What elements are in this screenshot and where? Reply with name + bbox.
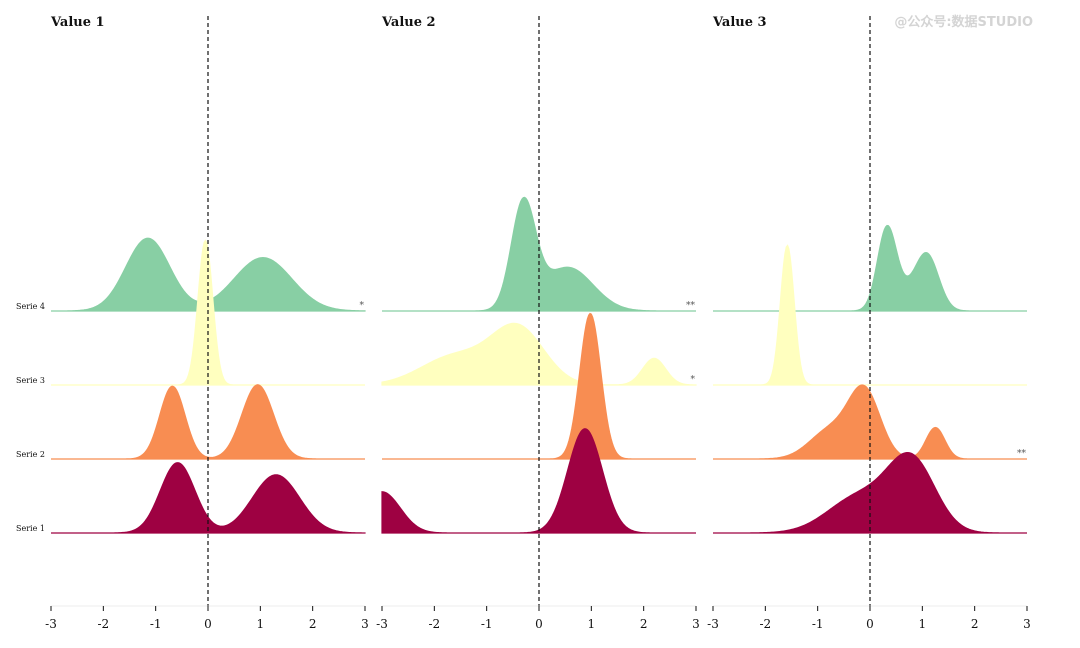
x-tick-label: 1 bbox=[257, 617, 265, 631]
panel-title: Value 2 bbox=[381, 15, 436, 30]
x-tick-label: -3 bbox=[45, 617, 57, 631]
significance-marker: ** bbox=[1017, 449, 1027, 459]
x-tick-label: 3 bbox=[1023, 617, 1031, 631]
panel-title: Value 1 bbox=[50, 15, 105, 30]
x-tick-label: 2 bbox=[309, 617, 317, 631]
x-tick-label: -1 bbox=[150, 617, 162, 631]
x-tick-label: -2 bbox=[428, 617, 440, 631]
x-tick-label: -3 bbox=[376, 617, 388, 631]
x-tick-label: 2 bbox=[640, 617, 648, 631]
x-tick-label: -2 bbox=[97, 617, 109, 631]
panel-2: Value 2***-3 -2 -1 0 1 2 3 bbox=[376, 15, 700, 631]
panel-1: Value 1 * Serie 1 Serie 2 Serie 3 Serie 4 -3 -2… bbox=[16, 15, 369, 631]
row-label: Serie 2 bbox=[16, 450, 45, 459]
x-tick-label: 0 bbox=[535, 617, 543, 631]
x-tick-label: 3 bbox=[692, 617, 700, 631]
ridge-serie-2 bbox=[382, 312, 696, 460]
panels: Value 1 * Serie 1 Serie 2 Serie 3 Serie 4 -3 -2… bbox=[16, 15, 1031, 631]
x-tick-label: 0 bbox=[204, 617, 212, 631]
ridge-serie-2 bbox=[713, 384, 1027, 460]
row-label: Serie 4 bbox=[16, 302, 45, 311]
x-tick-label: 1 bbox=[588, 617, 596, 631]
significance-marker: * bbox=[360, 301, 365, 311]
significance-marker: ** bbox=[686, 301, 696, 311]
x-tick-label: 1 bbox=[919, 617, 927, 631]
significance-marker: * bbox=[691, 375, 696, 385]
row-label: Serie 1 bbox=[16, 524, 45, 533]
x-tick-label: -1 bbox=[812, 617, 824, 631]
panel-3: Value 3 ** -3 -2 -1 0 1 2 3 bbox=[707, 15, 1031, 631]
x-tick-label: -1 bbox=[481, 617, 493, 631]
x-tick-label: 3 bbox=[361, 617, 369, 631]
watermark: @公众号:数据STUDIO bbox=[894, 14, 1033, 30]
ridge-serie-3 bbox=[713, 244, 1027, 386]
ridge-serie-4 bbox=[713, 224, 1027, 312]
x-tick-label: 0 bbox=[866, 617, 874, 631]
row-label: Serie 3 bbox=[16, 376, 45, 385]
ridge-serie-1 bbox=[51, 462, 366, 534]
ridge-serie-2 bbox=[51, 384, 365, 460]
x-tick-label: -2 bbox=[759, 617, 771, 631]
panel-title: Value 3 bbox=[712, 15, 767, 30]
x-tick-label: -3 bbox=[707, 617, 719, 631]
x-tick-label: 2 bbox=[971, 617, 979, 631]
